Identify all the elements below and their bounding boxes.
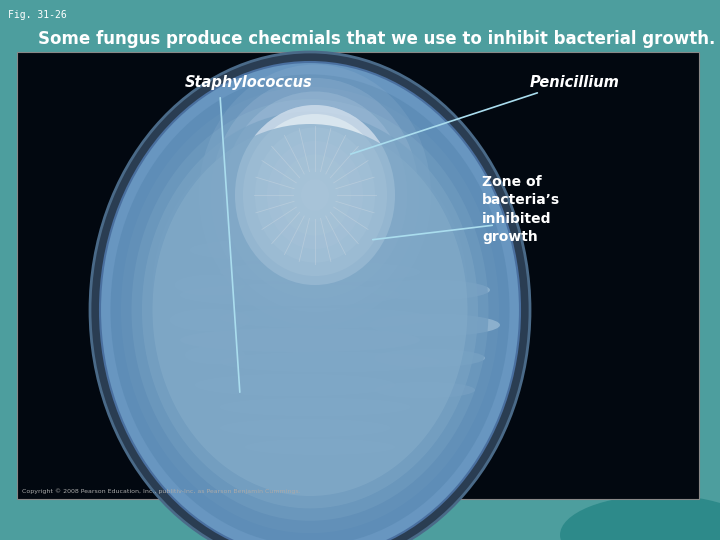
Ellipse shape bbox=[370, 314, 500, 336]
Ellipse shape bbox=[267, 141, 363, 249]
Ellipse shape bbox=[220, 398, 410, 416]
Ellipse shape bbox=[185, 346, 245, 364]
Ellipse shape bbox=[220, 352, 440, 372]
Ellipse shape bbox=[190, 239, 370, 261]
Ellipse shape bbox=[170, 309, 250, 331]
Ellipse shape bbox=[291, 168, 339, 222]
Ellipse shape bbox=[180, 328, 420, 352]
Bar bbox=[17, 52, 699, 499]
Ellipse shape bbox=[220, 262, 420, 282]
Text: Zone of
bacteria’s
inhibited
growth: Zone of bacteria’s inhibited growth bbox=[482, 175, 560, 244]
Ellipse shape bbox=[175, 275, 245, 295]
Ellipse shape bbox=[142, 112, 478, 508]
Ellipse shape bbox=[180, 284, 400, 306]
Ellipse shape bbox=[153, 129, 467, 451]
Ellipse shape bbox=[255, 127, 375, 262]
Text: Copyright © 2008 Pearson Education, Inc., publitiv-Inc, as Pearson Benjamin Cumm: Copyright © 2008 Pearson Education, Inc.… bbox=[22, 488, 301, 494]
Ellipse shape bbox=[195, 374, 395, 396]
Text: Some fungus produce checmials that we use to inhibit bacterial growth.: Some fungus produce checmials that we us… bbox=[38, 30, 716, 48]
Ellipse shape bbox=[370, 280, 490, 300]
Ellipse shape bbox=[121, 87, 499, 533]
Ellipse shape bbox=[211, 78, 419, 312]
Ellipse shape bbox=[243, 114, 387, 276]
Ellipse shape bbox=[220, 419, 390, 437]
Ellipse shape bbox=[245, 439, 395, 455]
Ellipse shape bbox=[199, 64, 431, 326]
Ellipse shape bbox=[223, 91, 407, 299]
Ellipse shape bbox=[375, 382, 475, 398]
Ellipse shape bbox=[153, 124, 467, 496]
Ellipse shape bbox=[560, 495, 720, 540]
Ellipse shape bbox=[375, 349, 485, 367]
Ellipse shape bbox=[100, 62, 520, 540]
Text: Staphylococcus: Staphylococcus bbox=[185, 75, 312, 90]
Ellipse shape bbox=[279, 154, 351, 235]
Ellipse shape bbox=[100, 62, 520, 540]
Ellipse shape bbox=[235, 105, 395, 285]
Ellipse shape bbox=[90, 52, 530, 540]
Ellipse shape bbox=[220, 308, 430, 328]
Ellipse shape bbox=[132, 99, 488, 521]
Ellipse shape bbox=[235, 105, 395, 285]
Text: Penicillium: Penicillium bbox=[530, 75, 620, 90]
Ellipse shape bbox=[301, 179, 329, 211]
Ellipse shape bbox=[110, 75, 510, 540]
Text: Fig. 31-26: Fig. 31-26 bbox=[8, 10, 67, 20]
